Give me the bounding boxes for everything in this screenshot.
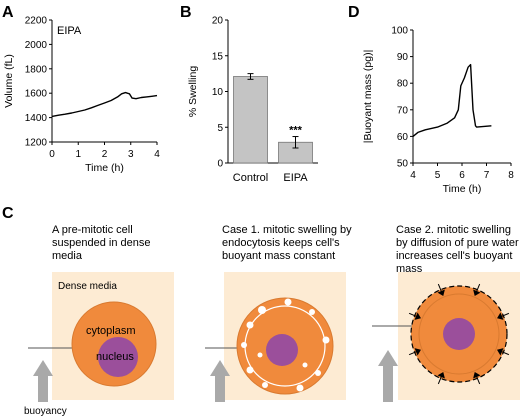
x-tick-label: 4 <box>410 170 416 181</box>
chart-b: 0 5 10 15 20 Control EIPA *** % Swelling <box>187 16 318 184</box>
nucleus-circle-2 <box>266 334 298 366</box>
x-tick-label: 2 <box>102 149 108 160</box>
panel-letter-d: D <box>348 4 360 21</box>
water-arrow-head <box>414 312 421 320</box>
water-diffusion-arrows <box>408 283 510 385</box>
x-tick-label: 5 <box>435 170 441 181</box>
dense-media-label: Dense media <box>58 281 117 292</box>
water-arrow-head <box>473 289 481 296</box>
water-arrow-head <box>437 289 445 296</box>
x-tick-label: 4 <box>154 149 160 160</box>
y-tick-label: 1600 <box>25 89 48 100</box>
y-tick-label: 0 <box>217 159 223 170</box>
y-tick-label: 1400 <box>25 113 48 124</box>
y-axis-label: Volume (fL) <box>3 54 15 108</box>
y-tick-label: 20 <box>212 16 224 27</box>
x-axis-label: Time (h) <box>85 162 124 174</box>
y-tick-label: 50 <box>397 159 409 170</box>
panel-c-diagrams: Dense media cytoplasm nucleus buoyancy <box>24 272 520 417</box>
endocytic-vesicles <box>241 298 330 392</box>
y-tick-label: 15 <box>212 51 224 62</box>
y-tick-label: 80 <box>397 79 409 90</box>
buoyancy-arrow-2 <box>210 360 230 402</box>
x-tick-label: 1 <box>75 149 81 160</box>
x-tick-label: 3 <box>128 149 134 160</box>
y-tick-label: 90 <box>397 52 409 63</box>
caption-pre-mitotic: A pre-mitotic cell suspended in dense me… <box>52 224 151 262</box>
panel-letter-c: C <box>2 205 14 222</box>
nucleus-circle-3 <box>443 318 475 350</box>
cytoplasm-label: cytoplasm <box>86 325 136 337</box>
category-label: EIPA <box>283 172 308 184</box>
panel-letter-a: A <box>2 4 14 21</box>
y-tick-label: 70 <box>397 105 409 116</box>
y-tick-label: 1800 <box>25 64 48 75</box>
water-arrow-head <box>414 348 421 356</box>
x-tick-label: 0 <box>49 149 55 160</box>
nucleus-circle-1 <box>98 337 138 377</box>
buoyancy-arrow-3 <box>378 350 398 402</box>
y-tick-label: 1200 <box>25 138 48 149</box>
x-axis-label: Time (h) <box>443 183 482 195</box>
chart-a: 1200 1400 1600 1800 2000 2200 0 1 2 3 4 Time (h) Vol… <box>3 16 160 175</box>
y-tick-label: 2200 <box>25 16 48 27</box>
buoyancy-arrow-1 <box>33 360 53 402</box>
y-axis-label: % Swelling <box>187 66 199 118</box>
series-line <box>51 91 158 118</box>
y-tick-label: 2000 <box>25 40 48 51</box>
chart-annotation: EIPA <box>57 25 82 37</box>
water-arrow-head <box>497 312 504 320</box>
panel-letter-b: B <box>180 4 192 21</box>
water-arrow-head <box>497 348 504 356</box>
water-arrow-head <box>437 372 445 379</box>
y-tick-label: 10 <box>212 87 224 98</box>
category-label: Control <box>233 172 268 184</box>
series-line <box>412 63 492 137</box>
buoyancy-label: buoyancy <box>24 406 67 417</box>
x-tick-label: 8 <box>508 170 514 181</box>
nucleus-label: nucleus <box>96 351 134 363</box>
water-arrow-head <box>473 372 481 379</box>
chart-d: 50 60 70 80 90 100 4 5 6 7 8 Time (h) |Buoyant mass … <box>362 26 514 196</box>
x-tick-label: 6 <box>459 170 465 181</box>
y-tick-label: 60 <box>397 132 409 143</box>
y-axis-label: |Buoyant mass (pg)| <box>362 50 374 144</box>
bar <box>233 76 268 164</box>
significance-mark: *** <box>289 125 303 137</box>
y-tick-label: 5 <box>217 123 223 134</box>
caption-case-2: Case 2. mitotic swelling by diffusion of… <box>396 224 519 275</box>
x-tick-label: 7 <box>484 170 490 181</box>
caption-case-1: Case 1. mitotic swelling by endocytosis … <box>222 224 352 262</box>
y-tick-label: 100 <box>391 26 408 37</box>
